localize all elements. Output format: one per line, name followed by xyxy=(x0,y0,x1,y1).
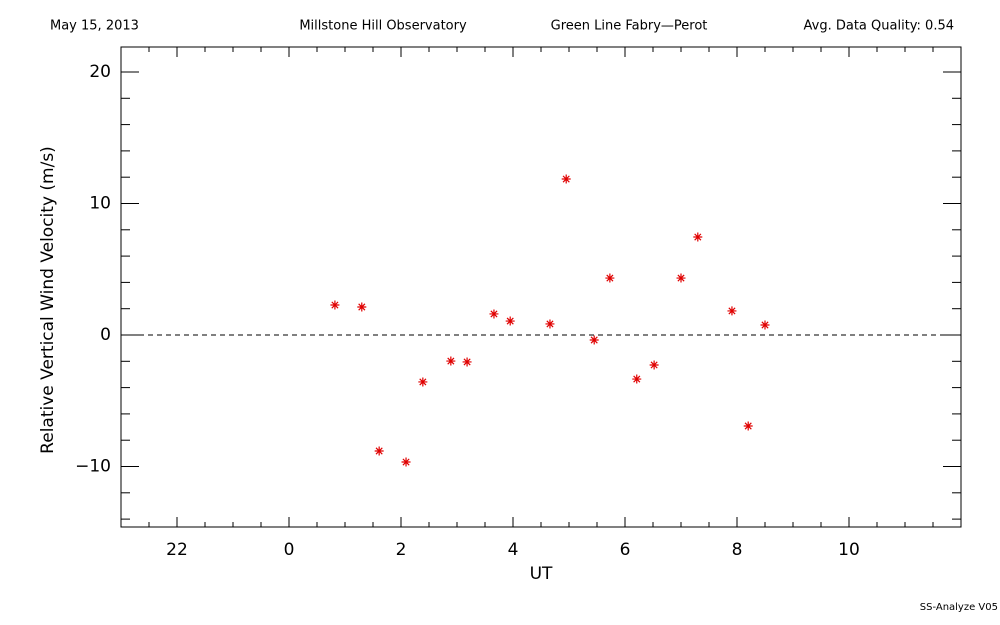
data-point xyxy=(743,421,753,431)
x-tick-label: 0 xyxy=(284,540,295,560)
data-point xyxy=(357,302,367,312)
x-tick-label: 22 xyxy=(166,540,188,560)
y-tick-label: −10 xyxy=(75,457,111,477)
data-point xyxy=(545,319,555,329)
x-tick-label: 6 xyxy=(620,540,631,560)
data-point xyxy=(561,174,571,184)
y-tick-label: 20 xyxy=(89,62,111,82)
footer: SS-Analyze V05 xyxy=(920,602,998,613)
data-point xyxy=(676,273,686,283)
data-point xyxy=(727,306,737,316)
header-instrument: Green Line Fabry—Perot xyxy=(551,19,708,34)
x-tick-label: 10 xyxy=(838,540,860,560)
data-point xyxy=(401,457,411,467)
data-point xyxy=(649,360,659,370)
data-point xyxy=(418,377,428,387)
data-point xyxy=(505,316,515,326)
x-tick-label: 8 xyxy=(732,540,743,560)
x-tick-label: 4 xyxy=(508,540,519,560)
data-point xyxy=(632,374,642,384)
header-date: May 15, 2013 xyxy=(50,19,139,34)
data-point xyxy=(462,357,472,367)
y-tick-label: 0 xyxy=(100,325,111,345)
data-point xyxy=(446,356,456,366)
y-axis-label: Relative Vertical Wind Velocity (m/s) xyxy=(38,146,58,454)
y-tick-label: 10 xyxy=(89,193,111,213)
x-tick-label: 2 xyxy=(396,540,407,560)
data-point xyxy=(605,273,615,283)
header-site: Millstone Hill Observatory xyxy=(299,19,467,34)
data-point xyxy=(589,335,599,345)
plot-frame xyxy=(120,46,962,528)
data-point xyxy=(489,309,499,319)
data-point xyxy=(693,232,703,242)
header-quality: Avg. Data Quality: 0.54 xyxy=(804,19,954,34)
x-axis-label: UT xyxy=(530,564,553,584)
data-point xyxy=(374,446,384,456)
data-point xyxy=(330,300,340,310)
data-point xyxy=(760,320,770,330)
